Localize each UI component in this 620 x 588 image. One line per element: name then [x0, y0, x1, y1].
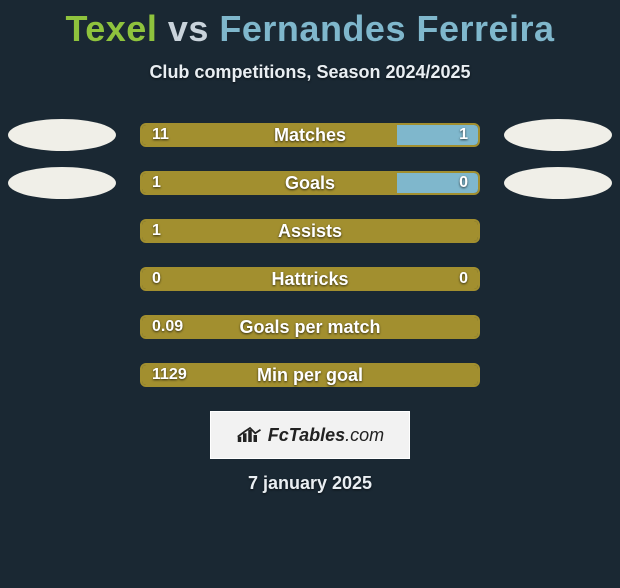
stat-value-left: 11	[152, 123, 169, 147]
bar-track	[140, 219, 480, 243]
stat-row: 0.09Goals per match	[0, 315, 620, 339]
logo-brand-light: .com	[345, 425, 384, 445]
stat-row: 00Hattricks	[0, 267, 620, 291]
title-player1: Texel	[65, 8, 157, 49]
avatar-placeholder	[504, 167, 612, 199]
bar-left	[142, 365, 478, 385]
logo-text: FcTables.com	[268, 425, 384, 446]
avatar-placeholder	[8, 167, 116, 199]
stat-value-left: 0.09	[152, 315, 183, 339]
subtitle: Club competitions, Season 2024/2025	[0, 62, 620, 83]
bar-left	[142, 221, 478, 241]
stat-row: 1Assists	[0, 219, 620, 243]
avatar-placeholder	[504, 119, 612, 151]
bar-left	[142, 269, 478, 289]
stat-row: 10Goals	[0, 171, 620, 195]
chart-icon	[236, 425, 264, 445]
stat-value-right: 0	[459, 267, 468, 291]
logo-brand-strong: FcTables	[268, 425, 345, 445]
bar-left	[142, 317, 478, 337]
avatar-placeholder	[8, 119, 116, 151]
bar-track	[140, 315, 480, 339]
bar-track	[140, 267, 480, 291]
stat-value-right: 1	[459, 123, 468, 147]
stat-value-left: 0	[152, 267, 161, 291]
date-label: 7 january 2025	[0, 473, 620, 494]
stat-value-left: 1	[152, 171, 161, 195]
stat-value-left: 1	[152, 219, 161, 243]
stats-container: 111Matches10Goals1Assists00Hattricks0.09…	[0, 123, 620, 387]
bar-left	[142, 125, 397, 145]
logo-box: FcTables.com	[210, 411, 410, 459]
page-title: Texel vs Fernandes Ferreira	[0, 8, 620, 50]
bar-track	[140, 171, 480, 195]
stat-value-left: 1129	[152, 363, 187, 387]
title-player2: Fernandes Ferreira	[219, 8, 554, 49]
bar-left	[142, 173, 397, 193]
bar-track	[140, 123, 480, 147]
bar-track	[140, 363, 480, 387]
stat-row: 111Matches	[0, 123, 620, 147]
stat-row: 1129Min per goal	[0, 363, 620, 387]
title-vs: vs	[168, 8, 209, 49]
stat-value-right: 0	[459, 171, 468, 195]
